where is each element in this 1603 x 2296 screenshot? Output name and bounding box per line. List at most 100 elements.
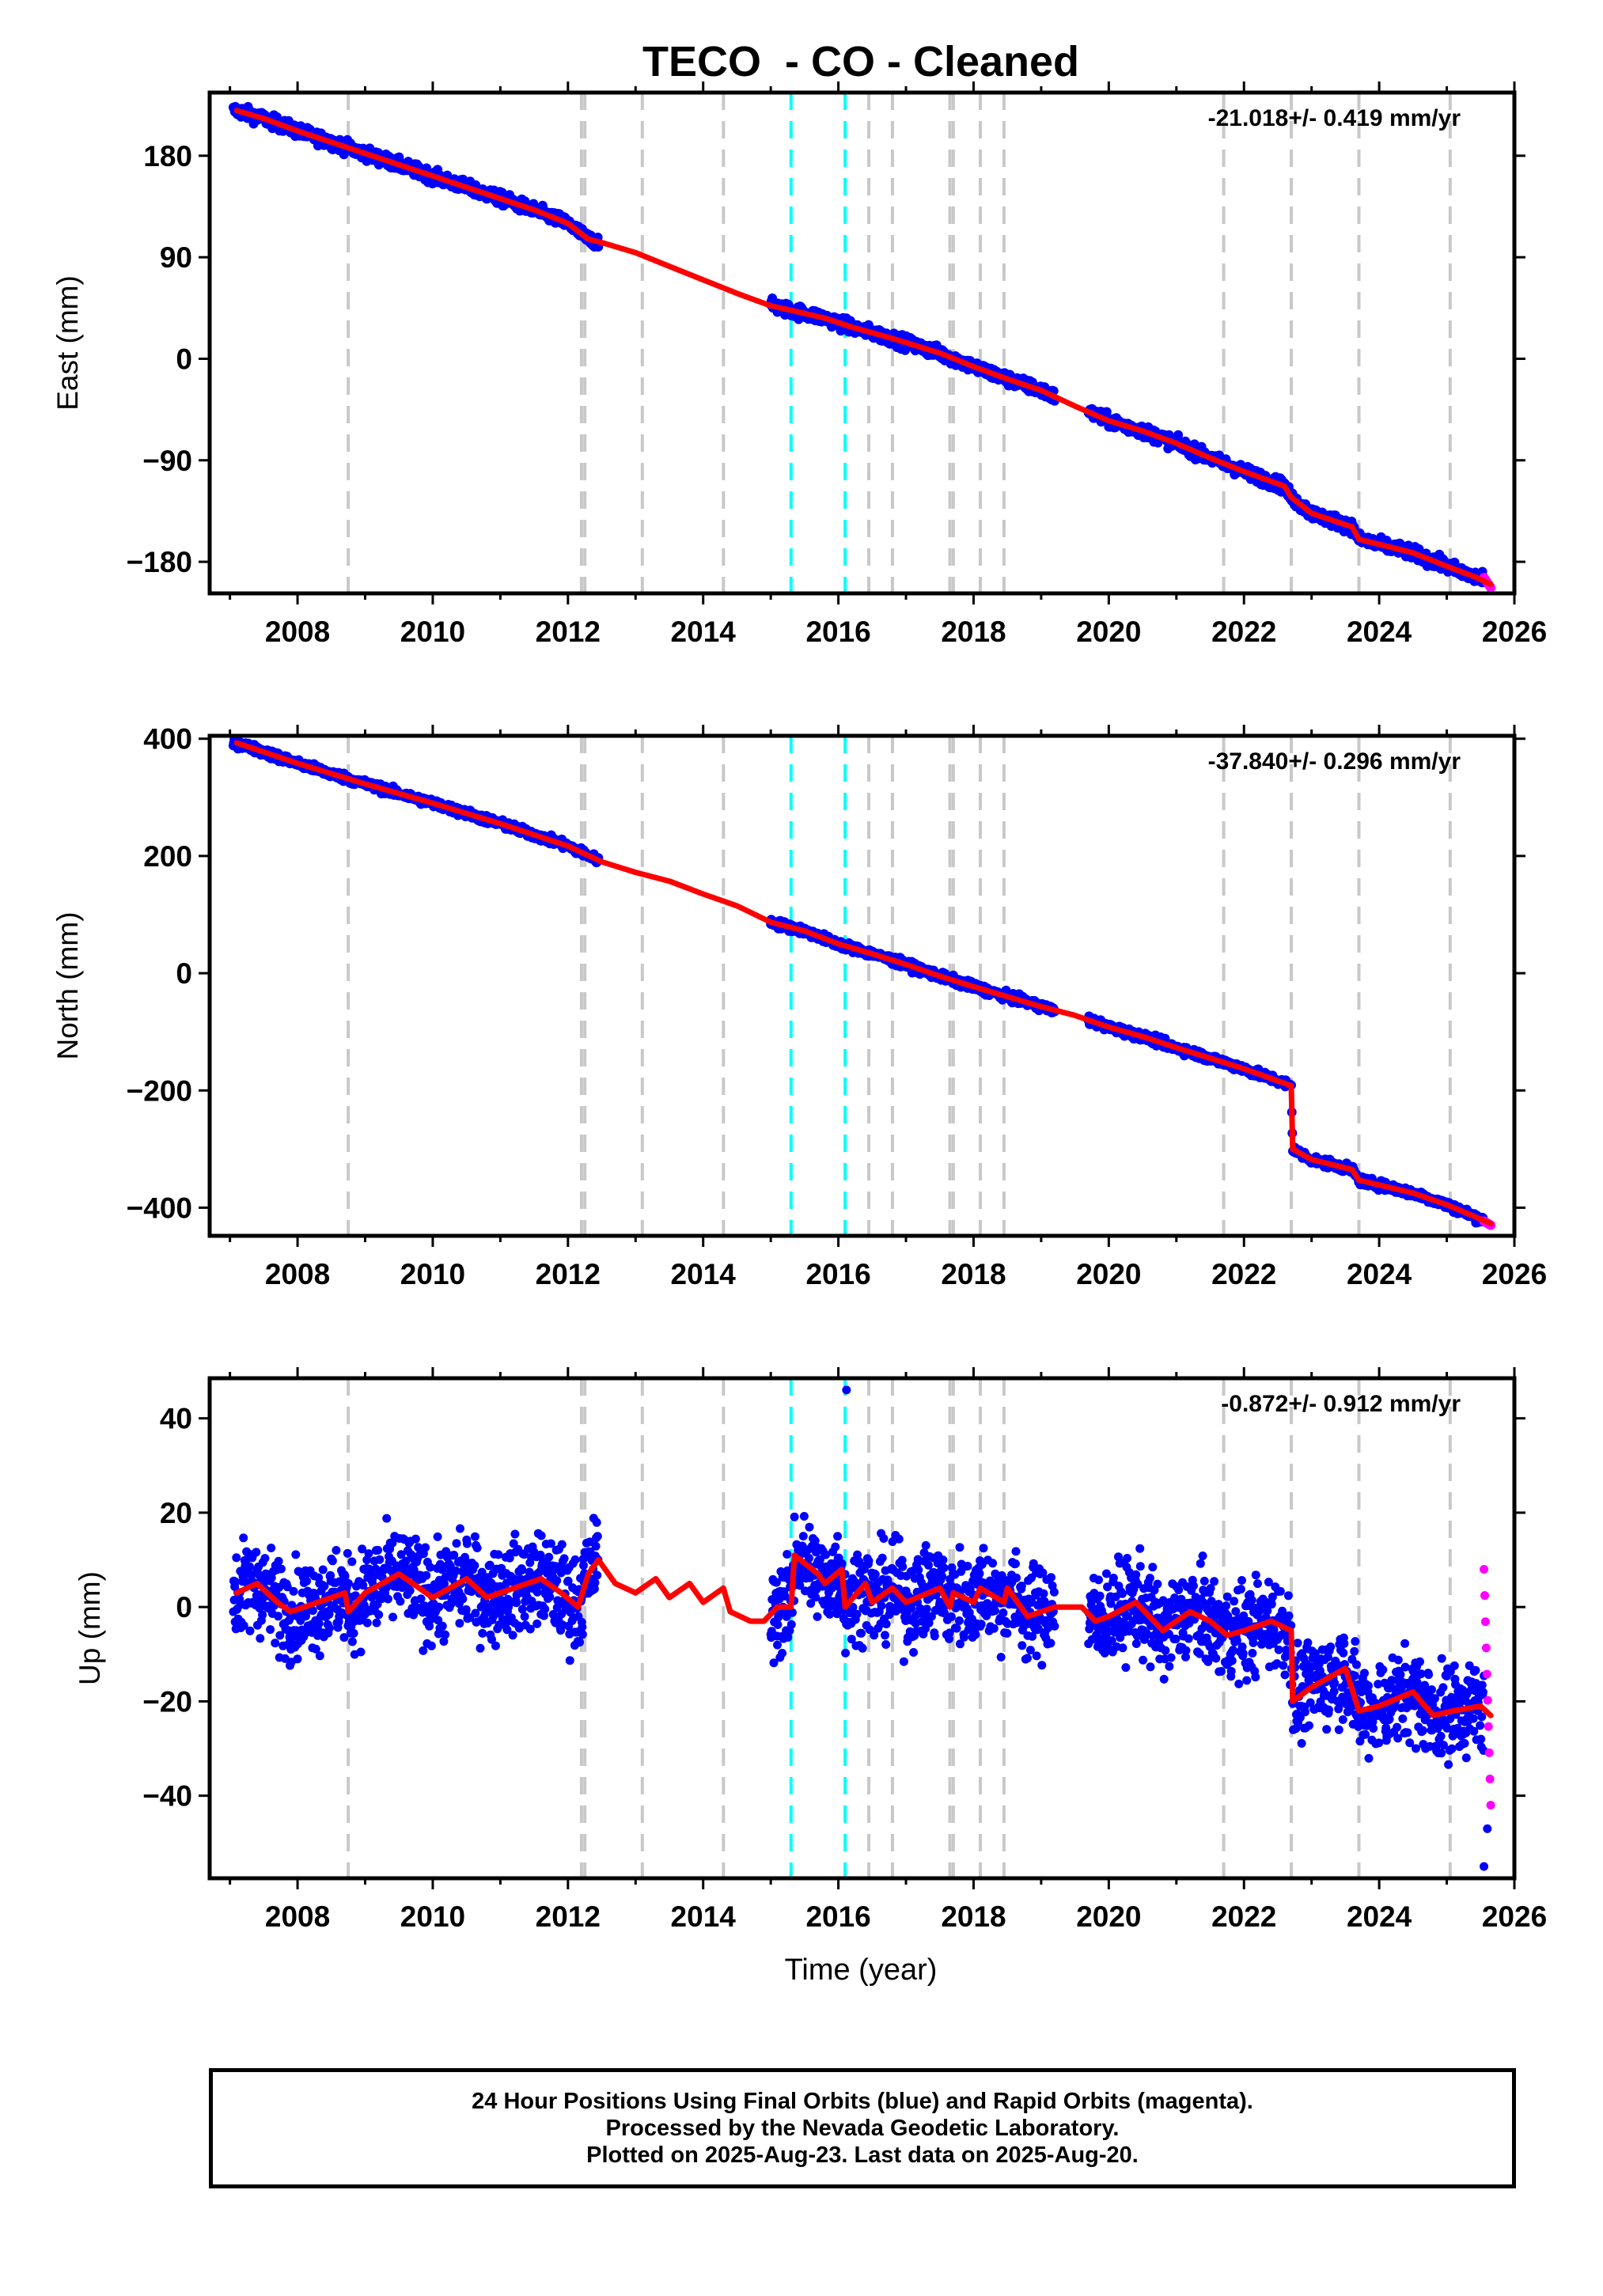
final-orbit-point	[388, 1612, 397, 1622]
final-orbit-point	[441, 1630, 450, 1639]
x-tick-label: 2016	[805, 1258, 870, 1290]
x-tick-label: 2010	[400, 1258, 465, 1290]
x-tick-label: 2016	[805, 616, 870, 648]
final-orbit-point	[382, 1514, 392, 1523]
y-tick-label: 200	[143, 840, 192, 873]
x-tick-label: 2012	[536, 616, 601, 648]
final-orbit-point	[271, 1639, 280, 1648]
final-orbit-point	[411, 1534, 420, 1544]
x-tick-label: 2014	[671, 1258, 737, 1290]
velocity-label: -21.018+/- 0.419 mm/yr	[1208, 105, 1461, 131]
final-orbit-point	[405, 1586, 415, 1595]
velocity-label: -37.840+/- 0.296 mm/yr	[1208, 748, 1461, 775]
final-orbit-point	[266, 1625, 275, 1635]
final-orbit-point	[318, 1565, 328, 1574]
final-orbit-point	[343, 1548, 352, 1558]
final-orbit-point	[421, 1543, 430, 1552]
final-orbit-point	[478, 1628, 487, 1638]
y-axis-label: North (mm)	[51, 911, 84, 1059]
x-tick-label: 2012	[536, 1258, 601, 1290]
final-orbit-point	[491, 1641, 500, 1650]
east-panel: 2008 2010 2012 2014 2016 2018 2020 2022 2024 2026…	[51, 81, 1547, 648]
x-tick-label: 2008	[265, 1258, 330, 1290]
final-orbit-point	[461, 1605, 471, 1614]
y-tick-label: 400	[143, 723, 192, 756]
final-orbit-point	[258, 1610, 267, 1620]
x-tick-label: 2020	[1076, 616, 1141, 648]
final-orbit-point	[372, 1618, 381, 1627]
y-tick-label: −180	[127, 546, 192, 578]
final-orbit-point	[422, 1570, 431, 1580]
figure-title: TECO - CO - Cleaned	[642, 38, 1079, 85]
final-orbit-point	[362, 1618, 372, 1627]
y-tick-label: −400	[127, 1192, 192, 1224]
final-orbit-point	[356, 1647, 366, 1657]
final-orbit-point	[512, 1598, 521, 1608]
final-orbit-point	[332, 1546, 341, 1555]
x-tick-label: 2022	[1211, 1258, 1276, 1290]
final-orbit-point	[343, 1578, 353, 1588]
final-orbit-point	[374, 1610, 384, 1620]
final-orbit-point	[289, 1586, 298, 1596]
x-tick-label: 2026	[1482, 1258, 1547, 1290]
final-orbit-point	[433, 1532, 442, 1541]
final-orbit-points	[228, 101, 1489, 588]
final-orbit-point	[470, 1532, 479, 1541]
y-tick-label: 90	[160, 241, 192, 274]
final-orbit-point	[458, 1594, 468, 1604]
x-tick-label: 2018	[941, 616, 1006, 648]
final-orbit-points	[229, 1385, 1492, 1871]
final-orbit-point	[328, 1556, 337, 1566]
final-orbit-point	[426, 1641, 436, 1650]
final-orbit-point	[232, 1553, 241, 1563]
final-orbit-point	[315, 1651, 324, 1661]
y-tick-label: −200	[127, 1074, 192, 1107]
final-orbit-point	[267, 1544, 276, 1552]
final-orbit-point	[274, 1612, 283, 1621]
y-tick-label: 0	[176, 343, 192, 375]
final-orbit-point	[274, 1556, 283, 1566]
x-tick-label: 2010	[400, 616, 465, 648]
final-orbit-point	[476, 1643, 485, 1653]
final-orbit-point	[302, 1576, 312, 1586]
final-orbit-point	[347, 1557, 357, 1567]
final-orbit-point	[256, 1634, 265, 1643]
x-tick-label: 2022	[1211, 616, 1276, 648]
y-axis-label: East (mm)	[51, 275, 84, 411]
final-orbit-point	[349, 1628, 358, 1638]
final-orbit-point	[252, 1548, 261, 1557]
final-orbit-point	[293, 1654, 302, 1664]
x-tick-label: 2024	[1347, 616, 1412, 648]
final-orbit-point	[434, 1602, 444, 1612]
final-orbit-point	[462, 1539, 472, 1548]
final-orbit-point	[325, 1623, 334, 1633]
x-tick-label: 2024	[1347, 1258, 1412, 1290]
final-orbit-point	[347, 1637, 357, 1646]
final-orbit-point	[438, 1621, 447, 1631]
x-tick-label: 2026	[1482, 616, 1547, 648]
final-orbit-point	[472, 1544, 482, 1552]
final-orbit-point	[291, 1550, 301, 1559]
x-tick-label: 2014	[671, 616, 737, 648]
x-tick-label: 2020	[1076, 1258, 1141, 1290]
y-tick-label: 0	[176, 957, 192, 990]
north-panel: 2008 2010 2012 2014 2016 2018 2020 2022 2024 2026…	[51, 723, 1547, 1290]
final-orbit-point	[455, 1619, 464, 1628]
x-tick-label: 2008	[265, 616, 330, 648]
final-orbit-point	[375, 1555, 385, 1564]
y-tick-label: −90	[142, 445, 192, 477]
final-orbit-point	[383, 1594, 392, 1604]
final-orbit-point	[260, 1554, 270, 1563]
final-orbit-point	[508, 1631, 517, 1640]
final-orbit-point	[245, 1562, 254, 1571]
x-tick-label: 2018	[941, 1258, 1006, 1290]
final-orbit-point	[510, 1529, 520, 1539]
final-orbit-point	[494, 1550, 503, 1559]
final-orbit-point	[373, 1545, 383, 1555]
final-orbit-point	[470, 1561, 479, 1570]
y-tick-label: 180	[143, 140, 192, 172]
final-orbit-point	[239, 1533, 248, 1543]
final-orbit-point	[452, 1539, 461, 1548]
final-orbit-point	[245, 1626, 255, 1635]
